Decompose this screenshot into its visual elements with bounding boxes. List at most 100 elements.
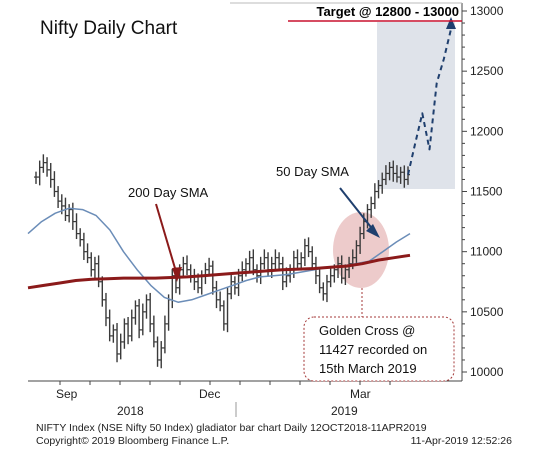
price-bar <box>126 317 131 345</box>
sma200-arrowhead <box>172 267 182 282</box>
price-bar <box>383 165 388 185</box>
price-bars <box>34 154 410 369</box>
price-bar <box>170 268 175 309</box>
price-bar <box>89 252 94 277</box>
price-bar <box>74 213 79 240</box>
y-tick-label-12000: 12000 <box>470 124 504 138</box>
sma50-arrow <box>339 187 375 232</box>
price-bar <box>277 252 282 271</box>
target-zone <box>377 22 455 189</box>
x-axis <box>59 381 391 417</box>
price-bar <box>262 249 267 270</box>
price-bar <box>214 280 219 309</box>
price-bar <box>280 256 285 291</box>
projection-arrowhead <box>446 17 456 30</box>
x-year-2019: 2019 <box>331 404 358 418</box>
price-bar <box>324 274 329 303</box>
footer-line2-left: Copyright© 2019 Bloomberg Finance L.P. <box>36 435 229 447</box>
price-bar <box>376 180 381 199</box>
price-bar <box>343 264 348 285</box>
price-bar <box>339 255 344 284</box>
projection-line <box>407 28 452 175</box>
chart-title: Nifty Daily Chart <box>40 18 178 39</box>
price-bar <box>159 341 164 369</box>
price-bar <box>41 154 46 173</box>
golden-cross-line1: Golden Cross @ <box>319 323 415 338</box>
price-bar <box>266 252 271 277</box>
price-bar <box>81 232 86 260</box>
price-bar <box>394 165 399 183</box>
y-tick-label-10000: 10000 <box>470 365 504 379</box>
price-bar <box>92 256 97 279</box>
price-bar <box>181 256 186 279</box>
price-bar <box>85 243 90 264</box>
price-bar <box>107 309 112 342</box>
price-bar <box>372 183 377 209</box>
price-bar <box>369 196 374 218</box>
price-bar <box>321 282 326 301</box>
price-bar <box>56 186 61 208</box>
price-bar <box>144 294 149 319</box>
price-bar <box>328 267 333 288</box>
price-bar <box>103 292 108 327</box>
sma-lines <box>27 17 456 303</box>
price-bar <box>111 324 116 343</box>
price-bar <box>140 303 145 336</box>
price-bar <box>203 262 208 285</box>
price-bar <box>225 286 230 333</box>
price-bar <box>269 256 274 279</box>
price-bar <box>148 292 153 333</box>
y-tick-label-13000: 13000 <box>470 4 504 18</box>
price-bar <box>317 267 322 294</box>
price-bar <box>45 157 50 177</box>
price-bar <box>199 270 204 295</box>
price-bar <box>207 257 212 276</box>
golden-cross-line3: 15th March 2019 <box>319 361 417 376</box>
y-tick-label-12500: 12500 <box>470 64 504 78</box>
price-bar <box>137 298 142 339</box>
price-bar <box>273 249 278 270</box>
price-bar <box>387 162 392 181</box>
price-bar <box>133 300 138 325</box>
price-bar <box>358 226 363 254</box>
x-month-mar: Mar <box>350 387 371 401</box>
target-label: Target @ 12800 - 13000 <box>316 4 459 19</box>
price-bar <box>347 256 352 279</box>
sma200-line <box>27 253 411 290</box>
price-bar <box>78 228 83 247</box>
price-bar <box>192 268 197 291</box>
price-bar <box>218 291 223 312</box>
price-bar <box>306 237 311 258</box>
y-tick-label-10500: 10500 <box>470 305 504 319</box>
sma200-arrow <box>155 203 178 276</box>
y-tick-label-11500: 11500 <box>470 185 503 199</box>
price-bar <box>122 318 127 349</box>
golden-cross-line2: 11427 recorded on <box>319 342 427 357</box>
price-bar <box>48 162 53 188</box>
price-bar <box>313 256 318 285</box>
price-bar <box>162 315 167 354</box>
price-bar <box>100 276 105 307</box>
price-bar <box>210 260 215 295</box>
price-bar <box>70 202 75 230</box>
price-bar <box>232 276 237 295</box>
price-bar <box>188 264 193 283</box>
golden-cross-box <box>303 316 455 382</box>
price-bar <box>398 166 403 184</box>
price-bar <box>391 160 396 182</box>
price-bar <box>295 249 300 270</box>
price-bar <box>129 309 134 342</box>
price-bar <box>96 255 101 288</box>
price-bar <box>354 240 359 265</box>
price-bar <box>151 315 156 348</box>
sma50-annotation: 50 Day SMA <box>276 164 349 179</box>
sma50-arrowhead <box>366 224 380 238</box>
price-bar <box>402 165 407 188</box>
price-bar <box>155 336 160 367</box>
footer-line1: NIFTY Index (NSE Nifty 50 Index) gladiat… <box>36 422 427 434</box>
y-tick-label-11000: 11000 <box>470 245 503 259</box>
price-bar <box>302 238 307 266</box>
x-month-sep: Sep <box>56 387 78 401</box>
price-bar <box>185 255 190 276</box>
